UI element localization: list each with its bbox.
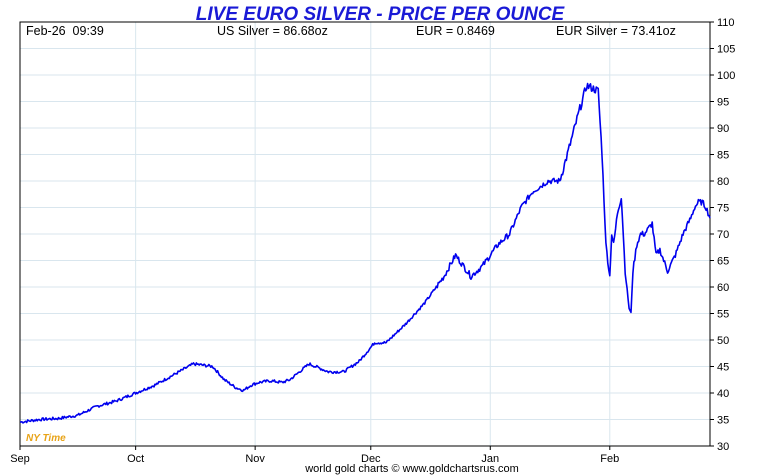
y-tick-label: 55	[717, 309, 729, 321]
y-tick-label: 50	[717, 335, 729, 347]
y-tick-label: 45	[717, 362, 729, 374]
y-tick-label: 65	[717, 256, 729, 268]
y-tick-label: 60	[717, 282, 729, 294]
y-axis-ticks: 30 35 40 45 50 55 60 65 70 75 80 85 90 95 100 105 110	[710, 17, 735, 453]
header-us-silver: US Silver = 86.68oz	[217, 24, 328, 38]
timezone-label: NY Time	[26, 433, 66, 444]
x-tick-label-feb: Feb	[600, 453, 619, 465]
y-tick-label: 90	[717, 123, 729, 135]
grid-lines	[20, 22, 710, 446]
footer-credit: world gold charts © www.goldchartsrus.co…	[304, 463, 519, 475]
y-tick-label: 110	[717, 17, 735, 29]
y-tick-label: 105	[717, 44, 735, 56]
y-tick-label: 35	[717, 415, 729, 427]
y-tick-label: 30	[717, 441, 729, 453]
y-tick-label: 40	[717, 388, 729, 400]
y-tick-label: 85	[717, 150, 729, 162]
x-axis-ticks: Sep Oct Nov Dec Jan Feb	[10, 446, 619, 465]
x-tick-label-nov: Nov	[245, 453, 265, 465]
y-tick-label: 100	[717, 70, 735, 82]
header-eur-rate: EUR = 0.8469	[416, 24, 495, 38]
chart-title: LIVE EURO SILVER - PRICE PER OUNCE	[196, 4, 566, 25]
x-tick-label-sep: Sep	[10, 453, 30, 465]
series-line-euro-silver	[19, 82, 711, 424]
x-tick-label-jan: Jan	[481, 453, 499, 465]
y-tick-label: 80	[717, 176, 729, 188]
y-tick-label: 95	[717, 97, 729, 109]
x-tick-label-oct: Oct	[127, 453, 144, 465]
header-timestamp: Feb-26 09:39	[26, 24, 104, 38]
x-tick-label-dec: Dec	[361, 453, 381, 465]
y-tick-label: 70	[717, 229, 729, 241]
y-tick-label: 75	[717, 203, 729, 215]
header-eur-silver: EUR Silver = 73.41oz	[556, 24, 676, 38]
